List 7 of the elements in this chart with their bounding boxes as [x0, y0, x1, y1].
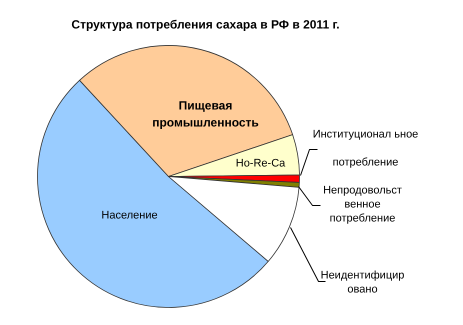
slice-label: Неидентифицир овано — [320, 270, 404, 296]
chart-title: Структура потребления сахара в РФ в 2011 г. — [71, 18, 340, 32]
slice-label: Население — [101, 210, 158, 222]
slice-label: Пищевая промышленность — [152, 98, 259, 130]
slice-label: Ho-Re-Ca — [236, 158, 286, 170]
slice-label: Непродовольст венное потребление — [323, 184, 402, 224]
category-label: Институционал ьное потребление — [312, 128, 418, 168]
